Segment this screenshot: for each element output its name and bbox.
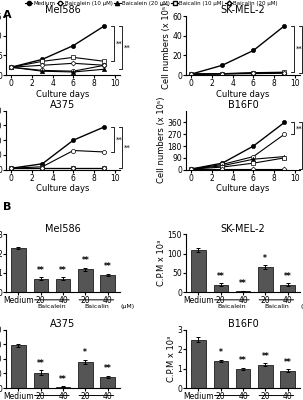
- Bar: [11, 345, 26, 388]
- Text: Baicalin: Baicalin: [84, 304, 109, 309]
- Text: **: **: [124, 44, 131, 50]
- Text: Baicalin: Baicalin: [264, 304, 289, 309]
- Text: **: **: [82, 256, 89, 265]
- Text: A: A: [3, 10, 12, 20]
- Bar: [34, 279, 48, 292]
- Text: **: **: [124, 144, 131, 150]
- Text: **: **: [239, 280, 247, 288]
- Bar: [280, 284, 295, 292]
- Title: SK-MEL-2: SK-MEL-2: [221, 5, 265, 15]
- Text: **: **: [239, 356, 247, 365]
- X-axis label: Culture days: Culture days: [216, 184, 270, 193]
- Bar: [56, 279, 70, 292]
- X-axis label: Culture days: Culture days: [36, 90, 90, 99]
- Bar: [78, 362, 92, 388]
- Title: Mel586: Mel586: [45, 5, 81, 15]
- Text: **: **: [116, 136, 123, 142]
- Bar: [258, 267, 272, 292]
- Text: **: **: [37, 266, 45, 275]
- Bar: [236, 369, 250, 388]
- Text: (μM): (μM): [121, 304, 135, 309]
- Bar: [11, 248, 26, 292]
- Text: **: **: [284, 358, 291, 367]
- Title: B16F0: B16F0: [228, 319, 258, 329]
- Text: *: *: [263, 254, 267, 263]
- Title: B16F0: B16F0: [228, 100, 258, 110]
- Text: **: **: [296, 125, 303, 131]
- Text: **: **: [261, 352, 269, 361]
- Bar: [214, 284, 228, 292]
- Title: SK-MEL-2: SK-MEL-2: [221, 224, 265, 234]
- Text: Baicalein: Baicalein: [218, 304, 246, 309]
- Bar: [78, 269, 92, 292]
- Text: B: B: [3, 202, 12, 212]
- Text: **: **: [116, 40, 123, 46]
- Text: **: **: [59, 375, 67, 384]
- Bar: [100, 275, 115, 292]
- Title: A375: A375: [50, 100, 76, 110]
- Text: *: *: [83, 348, 87, 357]
- Bar: [56, 386, 70, 388]
- Text: **: **: [104, 262, 112, 271]
- Bar: [191, 340, 206, 388]
- Bar: [100, 377, 115, 388]
- Text: **: **: [37, 359, 45, 368]
- Bar: [214, 361, 228, 388]
- Text: (μM): (μM): [301, 304, 303, 309]
- Text: **: **: [217, 272, 225, 281]
- Text: **: **: [284, 272, 291, 281]
- Bar: [191, 250, 206, 292]
- Y-axis label: C.P.M x 10³: C.P.M x 10³: [167, 336, 176, 382]
- Text: Baicalein: Baicalein: [38, 304, 66, 309]
- Title: A375: A375: [50, 319, 76, 329]
- Y-axis label: Cell numbers (x 10⁵): Cell numbers (x 10⁵): [157, 97, 166, 184]
- Title: Mel586: Mel586: [45, 224, 81, 234]
- Y-axis label: C.P.M x 10³: C.P.M x 10³: [157, 240, 166, 286]
- Text: *: *: [219, 348, 223, 357]
- X-axis label: Culture days: Culture days: [36, 184, 90, 193]
- Bar: [34, 373, 48, 388]
- Y-axis label: Cell numbers (x 10⁵): Cell numbers (x 10⁵): [162, 2, 171, 89]
- Bar: [280, 370, 295, 388]
- Legend: Medium, Baicalein (10 μM), Baicalein (20 μM), Baicalin (10 μM), Baicalin (20 μM): Medium, Baicalein (10 μM), Baicalein (20…: [25, 1, 278, 7]
- Text: **: **: [59, 266, 67, 275]
- Bar: [236, 291, 250, 292]
- X-axis label: Culture days: Culture days: [216, 90, 270, 99]
- Text: **: **: [104, 364, 112, 373]
- Bar: [258, 365, 272, 388]
- Text: **: **: [296, 46, 303, 52]
